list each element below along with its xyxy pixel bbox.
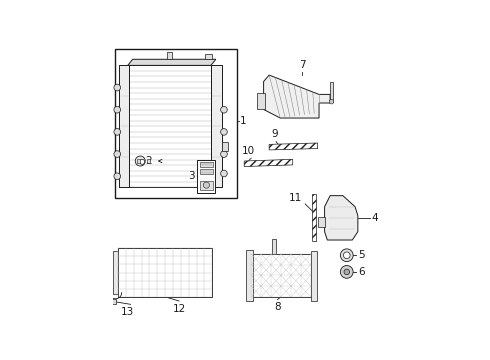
Text: 4: 4 (372, 213, 378, 223)
Polygon shape (269, 143, 318, 150)
Text: 7: 7 (299, 59, 306, 69)
Text: 6: 6 (358, 267, 365, 277)
Bar (245, 250, 252, 301)
Bar (200, 169, 213, 174)
Circle shape (140, 159, 145, 164)
Polygon shape (264, 75, 330, 118)
Circle shape (220, 129, 227, 135)
Text: 2: 2 (145, 156, 152, 166)
Text: 10: 10 (242, 146, 255, 156)
Text: 8: 8 (274, 302, 281, 312)
Bar (128, 66, 211, 187)
Bar (272, 239, 276, 254)
Polygon shape (128, 59, 216, 66)
Bar (222, 142, 228, 151)
Bar (115, 49, 237, 198)
Text: 12: 12 (172, 304, 186, 314)
Text: 5: 5 (358, 250, 365, 260)
Circle shape (135, 156, 145, 166)
Bar (147, 159, 150, 163)
Circle shape (329, 99, 334, 104)
Circle shape (344, 269, 349, 275)
Text: 3: 3 (188, 171, 195, 181)
Polygon shape (324, 196, 358, 240)
Circle shape (114, 151, 121, 157)
Text: 1: 1 (240, 116, 246, 126)
Text: 13: 13 (121, 307, 134, 317)
Text: 9: 9 (271, 129, 278, 139)
Circle shape (114, 173, 121, 180)
Bar (118, 248, 212, 297)
Bar (113, 251, 118, 294)
Bar (200, 162, 213, 167)
Circle shape (203, 182, 209, 188)
Bar (137, 159, 140, 163)
Bar (111, 299, 116, 304)
Circle shape (343, 252, 350, 258)
Circle shape (220, 151, 227, 157)
Bar (200, 181, 213, 190)
Bar (120, 66, 129, 187)
Circle shape (341, 266, 353, 278)
Bar (197, 159, 215, 193)
Bar (167, 52, 172, 59)
Circle shape (114, 129, 121, 135)
Circle shape (341, 249, 353, 262)
Bar (312, 194, 316, 242)
Bar (330, 82, 333, 102)
Bar (205, 54, 212, 59)
Bar (251, 254, 311, 297)
Polygon shape (244, 159, 293, 167)
Circle shape (114, 107, 121, 113)
Bar (311, 251, 317, 301)
Bar (211, 66, 222, 187)
Bar (318, 217, 325, 227)
Text: 11: 11 (289, 193, 302, 203)
Bar (257, 93, 265, 109)
Circle shape (220, 107, 227, 113)
Circle shape (114, 84, 121, 91)
Circle shape (220, 170, 227, 177)
